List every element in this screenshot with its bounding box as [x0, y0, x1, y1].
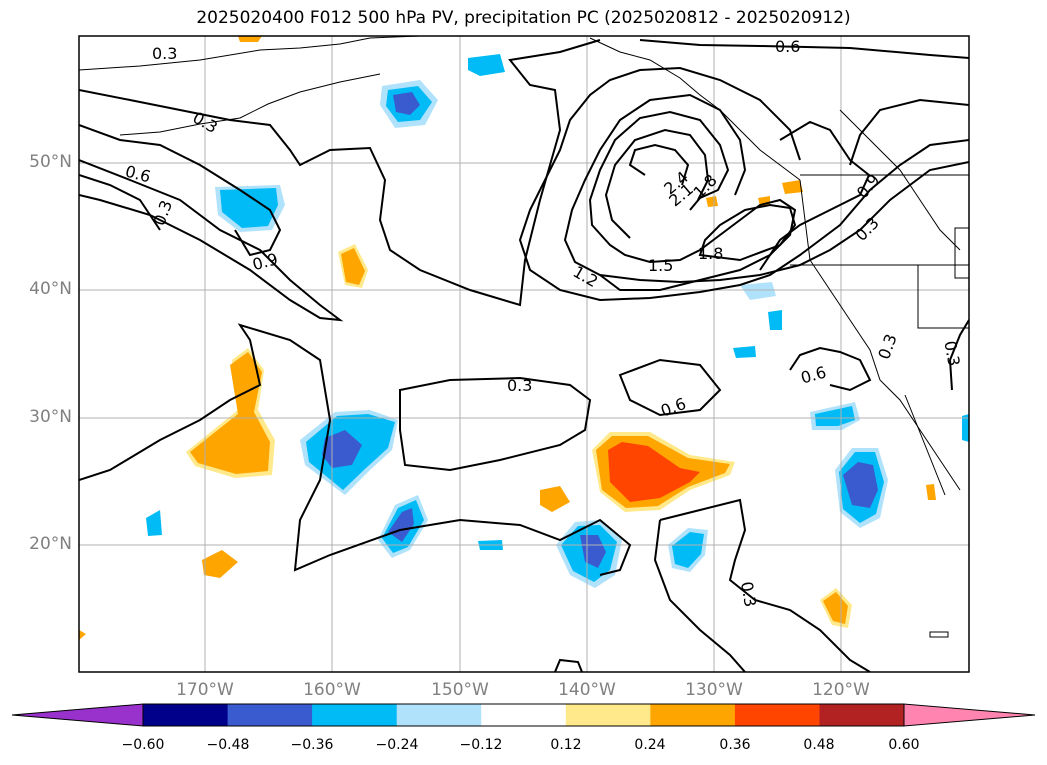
- contour-line: [849, 98, 969, 166]
- colorbar-segment: [481, 704, 567, 726]
- lon-label: 130°W: [685, 680, 743, 700]
- coastlines: [79, 36, 969, 638]
- contour-line: [399, 376, 592, 472]
- contour-line: [618, 358, 722, 417]
- precip-blob: [672, 532, 704, 568]
- contour-label: 0.3: [874, 331, 901, 361]
- colorbar-tick: 0.48: [803, 737, 835, 753]
- precip-blob: [706, 196, 718, 207]
- lat-label: 20°N: [29, 534, 72, 554]
- contour-label: 0.3: [507, 376, 532, 395]
- precip-blob: [740, 282, 776, 300]
- colorbar-segment: [143, 704, 229, 726]
- colorbar-segments: [143, 704, 905, 726]
- contour-line: [563, 93, 969, 284]
- colorbar-segment: [819, 704, 905, 726]
- map-title: 2025020400 F012 500 hPa PV, precipitatio…: [196, 8, 851, 28]
- lon-label: 120°W: [812, 680, 870, 700]
- precip-blob: [79, 630, 86, 640]
- colorbar-tick: 0.24: [634, 737, 666, 753]
- contour-label: 0.3: [737, 580, 760, 608]
- precip-blob: [220, 188, 278, 228]
- lon-label: 150°W: [431, 680, 489, 700]
- colorbar-segment: [565, 704, 651, 726]
- contour-label: 0.6: [123, 161, 153, 186]
- contour-line: [628, 143, 690, 186]
- lon-label: 160°W: [303, 680, 361, 700]
- precip-blob: [843, 462, 878, 508]
- colorbar: [11, 703, 1036, 727]
- contour-line: [789, 346, 872, 392]
- colorbar-tick: 0.36: [719, 737, 751, 753]
- gridlines: [79, 36, 969, 672]
- map-content: 0.3 0.3 0.6 0.3 0.9 0.3 0.6 0.6 0.6 1.2 …: [79, 36, 969, 672]
- precip-blob: [926, 484, 936, 500]
- colorbar-segment: [396, 704, 482, 726]
- lat-label: 50°N: [29, 152, 72, 172]
- contour-label: 0.6: [799, 363, 829, 388]
- precip-blob: [388, 508, 414, 542]
- contour-label: 0.6: [658, 394, 688, 421]
- lon-label: 140°W: [558, 680, 616, 700]
- colorbar-tick: 0.12: [550, 737, 582, 753]
- contour-line: [79, 174, 161, 231]
- lon-label: 170°W: [176, 680, 234, 700]
- contour-label: 1.8: [698, 244, 723, 263]
- colorbar-tick: −0.24: [375, 737, 419, 753]
- colorbar-segment: [650, 704, 736, 726]
- contour-label: 0.3: [150, 198, 177, 228]
- precip-blob: [608, 442, 700, 502]
- contour-line: [948, 319, 969, 391]
- contour-line: [79, 124, 282, 257]
- contour-label: 0.3: [152, 44, 177, 63]
- colorbar-extend-low: [11, 703, 144, 727]
- colorbar-tick: −0.36: [290, 737, 334, 753]
- contour-label: 0.3: [851, 213, 882, 244]
- map-frame: [78, 35, 970, 673]
- precip-blob: [393, 92, 420, 115]
- precip-blob: [468, 54, 505, 76]
- contour-line: [604, 128, 710, 239]
- colorbar-tick: −0.60: [121, 737, 165, 753]
- colorbar-segment: [312, 704, 398, 726]
- contour-label: 0.6: [775, 37, 800, 56]
- contour-line: [518, 66, 969, 302]
- precip-blob: [190, 352, 270, 474]
- precip-blob: [768, 310, 782, 330]
- contour-line: [79, 159, 344, 322]
- contour-line: [79, 39, 601, 307]
- contour-line: [554, 658, 583, 672]
- colorbar-extend-high: [903, 703, 1036, 727]
- precip-blob: [823, 592, 848, 624]
- contour-line: [698, 203, 797, 262]
- contour-label: 0.3: [940, 339, 963, 367]
- contour-line: [653, 519, 746, 672]
- lat-label: 30°N: [29, 407, 72, 427]
- contour-line: [639, 39, 969, 59]
- precip-blob: [146, 510, 162, 536]
- colorbar-tick: 0.60: [888, 737, 920, 753]
- precip-blob: [202, 550, 238, 578]
- colorbar-segment: [734, 704, 820, 726]
- precip-blob: [733, 346, 756, 358]
- contour-line: [588, 110, 797, 291]
- precip-blob: [782, 180, 803, 194]
- precip-blob: [341, 248, 365, 285]
- colorbar-tick: −0.12: [459, 737, 503, 753]
- contour-label: 1.5: [648, 256, 673, 275]
- pv-contours: [79, 39, 969, 672]
- colorbar-tick: −0.48: [206, 737, 250, 753]
- precip-blob: [540, 486, 570, 512]
- colorbar-segment: [227, 704, 313, 726]
- lat-label: 40°N: [29, 279, 72, 299]
- precip-blob: [238, 36, 262, 42]
- precip-blob: [962, 414, 969, 442]
- contour-label: 1.2: [570, 262, 602, 291]
- contour-line: [79, 323, 632, 576]
- precip-blob: [815, 406, 855, 426]
- contour-line: [659, 498, 871, 672]
